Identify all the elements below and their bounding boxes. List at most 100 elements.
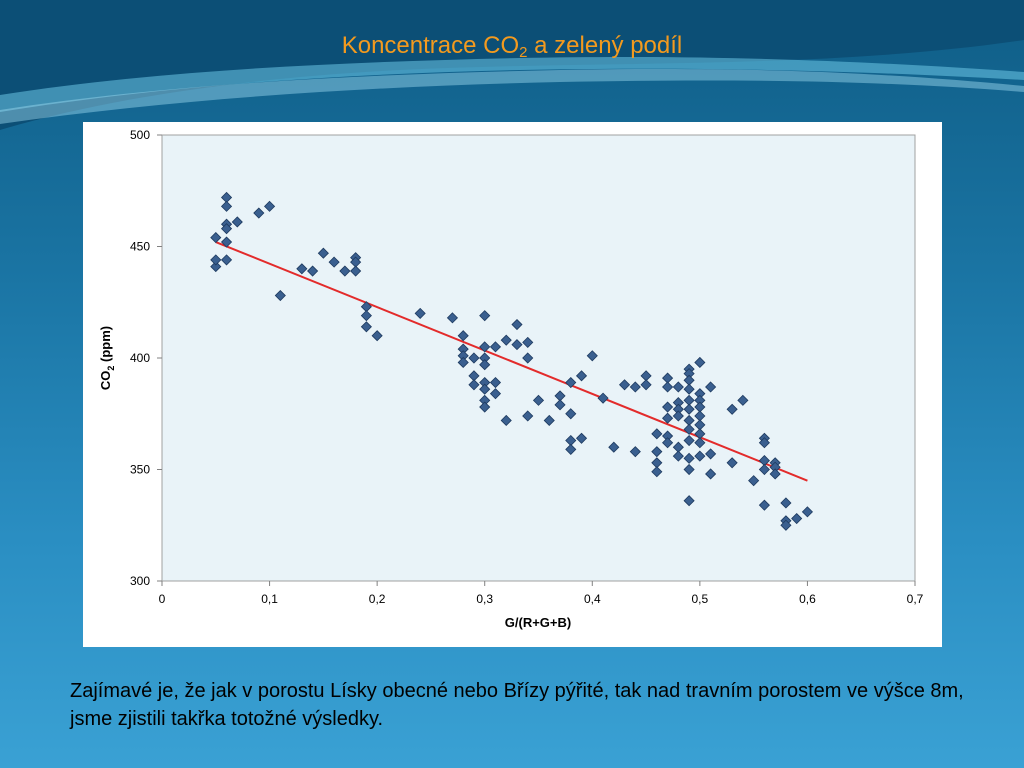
- data-point: [608, 441, 620, 453]
- data-point: [220, 236, 233, 248]
- data-point: [694, 450, 706, 462]
- x-tick-label: 0,3: [476, 592, 493, 606]
- data-point: [210, 232, 222, 244]
- data-point: [694, 437, 706, 449]
- data-point: [791, 512, 803, 525]
- data-point: [296, 263, 308, 275]
- trendline: [215, 241, 808, 482]
- data-point: [748, 475, 760, 487]
- data-point: [350, 265, 362, 277]
- data-point: [565, 408, 577, 420]
- data-point: [468, 379, 480, 391]
- x-axis-title: G/(R+G+B): [505, 615, 571, 630]
- data-point: [468, 352, 480, 364]
- data-point: [479, 383, 491, 395]
- chart-panel: 300 350 400 450 500 0 0,1 0,2 0,3 0,4 0,5 0,6 0,7 G…: [83, 122, 942, 647]
- data-point: [554, 399, 566, 411]
- data-point: [511, 339, 523, 351]
- data-point: [597, 392, 609, 404]
- data-point: [672, 450, 684, 462]
- data-point: [220, 223, 233, 235]
- y-axis-title: CO2 (ppm): [98, 326, 116, 390]
- data-point: [662, 381, 674, 393]
- x-tick-label: 0,4: [584, 592, 601, 606]
- data-point: [274, 289, 286, 302]
- data-point: [489, 341, 502, 353]
- data-point: [662, 437, 674, 449]
- data-point: [683, 495, 695, 507]
- data-point: [694, 356, 706, 369]
- data-point: [629, 446, 641, 458]
- data-point: [651, 446, 663, 458]
- data-point: [253, 207, 265, 219]
- y-tick-label: 350: [130, 463, 150, 477]
- data-point: [565, 443, 577, 455]
- y-tick-label: 300: [130, 574, 150, 588]
- data-point: [662, 412, 674, 424]
- data-point: [575, 432, 588, 444]
- data-point: [414, 307, 426, 319]
- data-point: [801, 506, 813, 518]
- slide-title: Koncentrace CO2 a zelený podíl: [0, 32, 1024, 61]
- data-point: [683, 463, 695, 476]
- data-point: [511, 318, 523, 331]
- data-point: [683, 434, 695, 447]
- data-point: [210, 254, 222, 266]
- data-point: [629, 381, 641, 393]
- plot-area: [161, 134, 916, 582]
- data-point: [446, 312, 459, 324]
- data-point: [328, 256, 340, 268]
- y-tick-label: 400: [130, 351, 150, 365]
- data-point: [489, 376, 502, 389]
- data-point: [339, 265, 351, 277]
- data-point: [758, 437, 770, 449]
- data-point: [532, 394, 545, 406]
- data-point: [683, 403, 695, 415]
- data-point: [210, 261, 222, 273]
- x-tick-label: 0,7: [907, 592, 924, 606]
- data-point: [672, 381, 684, 393]
- data-point: [479, 401, 491, 413]
- x-tick-label: 0,2: [369, 592, 386, 606]
- y-axis-title-rest: (ppm): [98, 326, 113, 366]
- data-point: [307, 265, 319, 277]
- data-point: [522, 336, 534, 348]
- slide-title-rest: a zelený podíl: [527, 32, 683, 59]
- data-point: [705, 468, 717, 480]
- trendline-group: [215, 241, 808, 482]
- data-point: [575, 370, 588, 382]
- data-point: [683, 423, 695, 435]
- y-tick-label: 500: [130, 128, 150, 142]
- scatter-chart: 300 350 400 450 500 0 0,1 0,2 0,3 0,4 0,5 0,6 0,7 G…: [98, 128, 924, 630]
- data-points: [210, 191, 813, 531]
- data-point: [758, 463, 770, 476]
- y-axis-title-main: CO: [98, 371, 113, 391]
- data-point: [479, 341, 491, 353]
- y-axis-title-subscript: 2: [106, 366, 116, 371]
- data-point: [705, 448, 717, 460]
- data-point: [457, 356, 469, 369]
- data-point: [726, 457, 738, 469]
- data-point: [231, 216, 243, 228]
- x-tick-label: 0,1: [261, 592, 278, 606]
- data-point: [500, 334, 512, 346]
- data-point: [586, 350, 598, 362]
- y-tick-label: 450: [130, 240, 150, 254]
- data-point: [264, 200, 276, 212]
- data-point: [479, 359, 491, 371]
- data-point: [705, 381, 717, 393]
- data-point: [220, 200, 233, 212]
- decorative-wave-header: [0, 0, 1024, 130]
- data-point: [780, 519, 792, 531]
- data-point: [317, 247, 329, 259]
- slide-title-main: Koncentrace CO: [341, 32, 520, 59]
- data-point: [543, 414, 555, 427]
- data-point: [640, 379, 652, 391]
- data-point: [683, 452, 695, 464]
- data-point: [651, 466, 663, 478]
- data-point: [726, 403, 738, 415]
- data-point: [672, 410, 684, 422]
- data-point: [500, 414, 512, 427]
- x-axis: 0 0,1 0,2 0,3 0,4 0,5 0,6 0,7: [159, 581, 924, 606]
- data-point: [479, 310, 491, 322]
